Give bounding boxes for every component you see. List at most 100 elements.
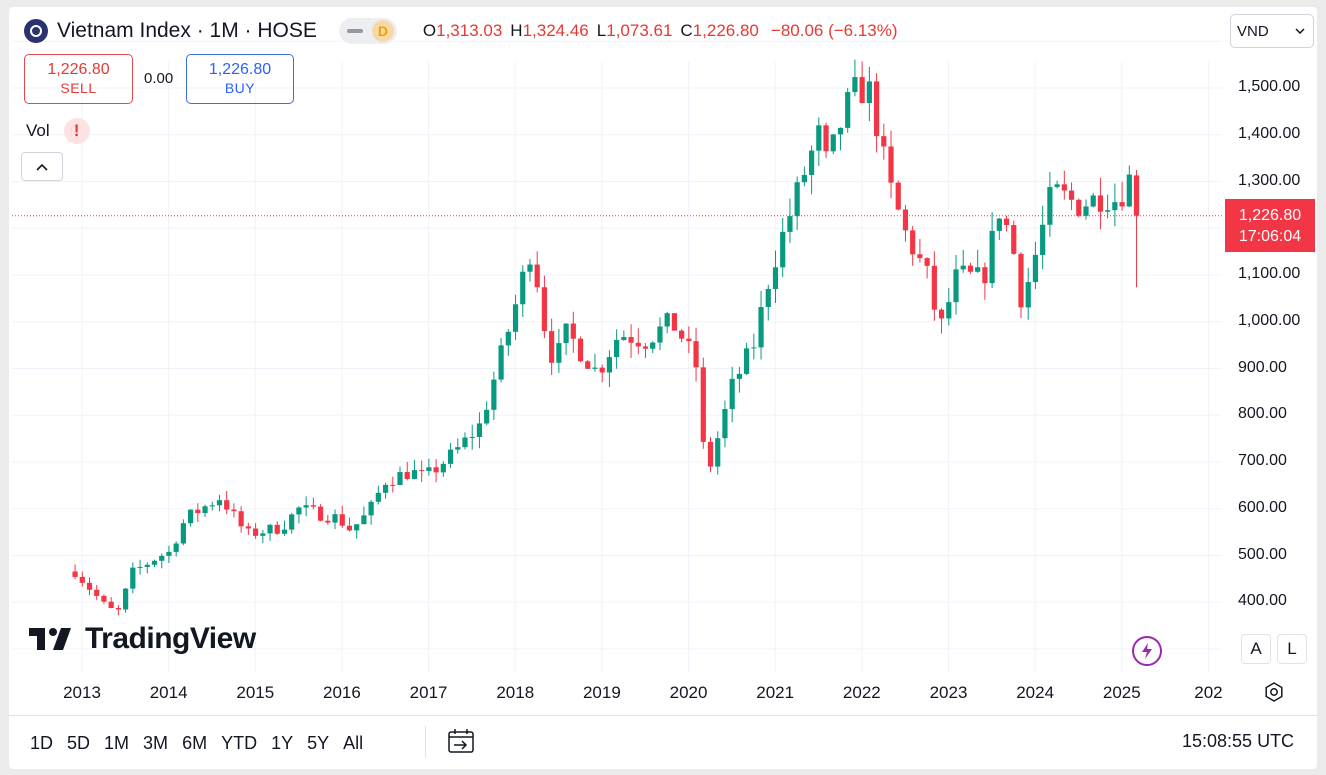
ohlc-low-key: L [596, 21, 607, 40]
candle-down [317, 506, 324, 521]
candle-up [397, 472, 403, 485]
x-axis-label: 2017 [409, 683, 448, 702]
collapse-legend-button[interactable] [21, 152, 63, 181]
x-axis-label: 2024 [1016, 683, 1055, 702]
candle-up [296, 507, 302, 515]
candle-up [614, 339, 620, 358]
candle-up [830, 134, 836, 152]
range-5d[interactable]: 5D [67, 732, 91, 753]
ohlc-open-key: O [422, 21, 437, 40]
candle-up [816, 125, 822, 151]
warning-icon[interactable]: ! [63, 118, 90, 144]
chart-frame [9, 7, 1317, 769]
candle-up [1126, 174, 1132, 207]
range-1m[interactable]: 1M [104, 732, 130, 753]
settings-gear-icon[interactable] [1263, 681, 1285, 703]
ohlc-legend: O1,313.03 H1,324.46 L1,073.61 C1,226.80 … [423, 21, 898, 41]
candle-up [512, 304, 519, 332]
candle-down [274, 524, 280, 534]
chevron-up-icon [36, 163, 48, 171]
candle-up [621, 337, 627, 340]
y-axis-label: 500.00 [1238, 545, 1287, 563]
y-axis-label: 700.00 [1238, 452, 1287, 469]
candle-down [94, 589, 100, 596]
candle-up [173, 543, 179, 552]
y-axis-label: 1,000.00 [1238, 311, 1301, 329]
candle-down [1018, 253, 1024, 308]
tradingview-logo[interactable]: TradingView [29, 622, 256, 656]
candle-down [873, 81, 880, 137]
last-price-value: 1,226.80 [1238, 206, 1302, 224]
candle-up [484, 409, 490, 424]
volume-indicator[interactable]: Vol ! [26, 118, 90, 144]
candle-down [310, 505, 316, 507]
candle-up [808, 150, 815, 175]
toolbar-separator [425, 726, 426, 758]
calendar-goto-icon[interactable] [446, 726, 476, 756]
candle-down [534, 264, 540, 288]
range-6m[interactable]: 6M [182, 732, 208, 753]
candle-down [325, 520, 331, 523]
range-1d[interactable]: 1D [30, 732, 54, 753]
candle-down [823, 125, 829, 152]
candle-up [780, 231, 786, 268]
candle-down [938, 309, 945, 319]
lightning-icon [1142, 643, 1152, 659]
candle-up [1032, 254, 1039, 283]
ohlc-open-value: 1,313.03 [436, 21, 503, 40]
clock-utc[interactable]: 15:08:55 UTC [1182, 731, 1295, 751]
x-axis-label: 2014 [149, 683, 188, 702]
range-3m[interactable]: 3M [143, 732, 169, 753]
log-scale-button[interactable]: L [1277, 634, 1307, 664]
candle-up [151, 560, 158, 565]
y-axis-label: 800.00 [1238, 405, 1287, 423]
candle-down [252, 528, 259, 536]
candle-up [411, 470, 418, 479]
candle-up [159, 555, 165, 561]
candle-up [563, 323, 569, 344]
candle-up [123, 588, 129, 610]
bolt-icon[interactable] [1132, 636, 1162, 666]
candle-down [390, 484, 396, 486]
range-ytd[interactable]: YTD [221, 732, 258, 753]
buy-button[interactable]: 1,226.80 BUY [186, 54, 294, 104]
candle-down [895, 182, 901, 210]
candle-up [946, 302, 952, 319]
candle-up [426, 467, 432, 471]
auto-scale-button[interactable]: A [1241, 634, 1271, 664]
candle-down [195, 509, 201, 514]
range-1y[interactable]: 1Y [271, 732, 294, 753]
symbol-title[interactable]: Vietnam Index · 1M · HOSE [57, 19, 317, 42]
brand-name: TradingView [85, 622, 256, 655]
candle-down [967, 265, 974, 272]
ohlc-change: −80.06 (−6.13%) [770, 21, 898, 40]
candle-up [845, 92, 851, 128]
candle-down [1003, 218, 1010, 226]
symbol-header: Vietnam Index · 1M · HOSE D O1,313.03 H1… [24, 16, 898, 46]
candle-up [375, 492, 381, 502]
candle-down [1068, 190, 1075, 200]
candle-down [224, 500, 230, 510]
candle-down [700, 367, 706, 442]
candle-up [1090, 195, 1096, 207]
candle-up [852, 77, 858, 93]
volume-label: Vol [26, 121, 50, 140]
y-axis-label: 400.00 [1238, 592, 1287, 610]
candle-up [332, 514, 338, 523]
delayed-badge: D [371, 20, 394, 42]
candle-down [1076, 199, 1082, 216]
range-all[interactable]: All [343, 732, 364, 753]
buy-price: 1,226.80 [208, 61, 272, 78]
currency-select[interactable]: VND [1230, 14, 1314, 48]
candle-down [910, 230, 916, 255]
market-status-toggle[interactable]: D [338, 18, 397, 44]
last-price-tag: 1,226.80 17:06:04 [1225, 199, 1315, 252]
range-5y[interactable]: 5Y [307, 732, 330, 753]
candle-up [866, 81, 872, 104]
x-axis-label: 2025 [1102, 683, 1141, 702]
sell-button[interactable]: 1,226.80 SELL [24, 54, 133, 104]
bar-countdown: 17:06:04 [1238, 227, 1302, 245]
candle-up [722, 409, 728, 439]
candle-down [570, 323, 576, 339]
